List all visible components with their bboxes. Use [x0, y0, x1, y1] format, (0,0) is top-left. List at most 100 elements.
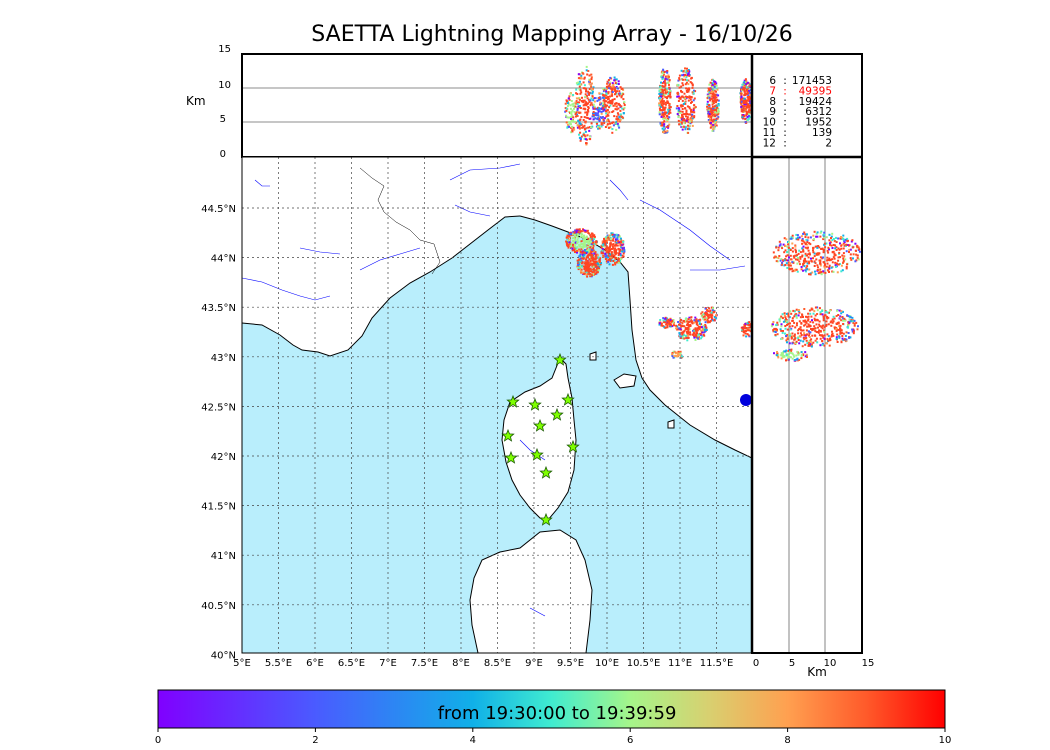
station-count-stations: 8: [769, 96, 776, 108]
colorbar-ticks: 0 2 4 6 8 10: [155, 728, 952, 746]
top-panel-sources: [564, 65, 752, 146]
time-colorbar: from 19:30:00 to 19:39:59 0 2 4 6 8 10: [155, 689, 952, 746]
colorbar-tick-label: 10: [939, 735, 952, 746]
station-count-value: 2: [825, 137, 832, 149]
station-count-stations: 7: [769, 85, 776, 97]
altitude-longitude-panel: [241, 53, 863, 158]
station-count-stations: 9: [769, 106, 776, 118]
latitude-tick-label: 44°N: [211, 254, 236, 265]
latitude-tick-label: 43°N: [211, 353, 236, 364]
longitude-tick-labels: 5°E 5.5°E 6°E 6.5°E 7°E 7.5°E 8°E 8.5°E 9°E 9.5°E…: [233, 658, 733, 669]
longitude-tick-label: 11°E: [668, 658, 692, 669]
latitude-tick-label: 43.5°N: [201, 303, 236, 314]
star-icon: [506, 394, 520, 408]
station-count-separator: :: [783, 75, 787, 87]
latitude-tick-labels: 44.5°N 44°N 43.5°N 43°N 42.5°N 42°N 41.5°N 41°N…: [201, 204, 236, 661]
station-count-value: 139: [812, 127, 832, 139]
small-island: [667, 419, 675, 429]
side-x-tick-10: 10: [824, 658, 837, 669]
sardinia-island: [469, 529, 593, 653]
latitude-tick-label: 40.5°N: [201, 601, 236, 612]
station-count-separator: :: [783, 117, 787, 129]
corsica-island: [501, 357, 577, 521]
station-count-value: 6312: [805, 106, 832, 118]
longitude-tick-label: 5.5°E: [265, 658, 292, 669]
side-x-unit: Km: [807, 665, 827, 679]
latitude-tick-label: 42.5°N: [201, 402, 236, 413]
star-icon: [553, 352, 567, 366]
station-count-separator: :: [783, 85, 787, 97]
station-count-value: 171453: [792, 75, 832, 87]
colorbar-tick-label: 6: [627, 735, 633, 746]
station-count-separator: :: [783, 96, 787, 108]
longitude-tick-label: 7°E: [379, 658, 397, 669]
latitude-tick-label: 42°N: [211, 452, 236, 463]
station-count-separator: :: [783, 106, 787, 118]
latitude-tick-label: 44.5°N: [201, 204, 236, 215]
star-icon: [561, 392, 575, 406]
station-count-separator: :: [783, 127, 787, 139]
france-coastline: [242, 215, 521, 357]
station-count-separator: :: [783, 137, 787, 149]
longitude-tick-label: 7.5°E: [411, 658, 438, 669]
colorbar-tick-label: 0: [155, 735, 161, 746]
latitude-tick-label: 40°N: [211, 650, 236, 661]
lake-bolsena: [740, 394, 752, 406]
station-count-value: 1952: [805, 117, 832, 129]
station-count-stations: 10: [763, 117, 776, 129]
rivers: [242, 163, 746, 617]
longitude-tick-label: 10°E: [595, 658, 619, 669]
colorbar-tick-label: 2: [312, 735, 318, 746]
station-count-stations: 12: [763, 137, 776, 149]
italy-coastline: [519, 215, 752, 459]
country-border: [359, 167, 441, 275]
top-y-tick-10: 10: [218, 80, 231, 91]
side-x-tick-5: 5: [789, 658, 795, 669]
plan-view-map: [242, 157, 752, 653]
colorbar-label: from 19:30:00 to 19:39:59: [438, 703, 677, 724]
star-icon: [504, 450, 518, 464]
star-icon: [533, 418, 547, 432]
station-count-table: 6:1714537:493958:194249:631210:195211:13…: [763, 75, 833, 149]
longitude-tick-label: 6.5°E: [338, 658, 365, 669]
side-x-tick-0: 0: [753, 658, 759, 669]
station-count-stations: 11: [763, 127, 776, 139]
latitude-tick-label: 41°N: [211, 551, 236, 562]
top-y-tick-5: 5: [220, 114, 226, 125]
longitude-tick-label: 10.5°E: [627, 658, 661, 669]
figure-title: SAETTA Lightning Mapping Array - 16/10/2…: [311, 22, 793, 47]
longitude-tick-label: 8.5°E: [484, 658, 511, 669]
longitude-tick-label: 9°E: [525, 658, 543, 669]
top-y-tick-0: 0: [220, 149, 226, 160]
star-icon: [530, 447, 544, 461]
lma-stations: [501, 352, 580, 526]
longitude-tick-label: 6°E: [306, 658, 324, 669]
colorbar-tick-label: 8: [784, 735, 790, 746]
side-x-tick-15: 15: [862, 658, 875, 669]
sea-area: [242, 216, 752, 653]
station-count-value: 19424: [799, 96, 833, 108]
colorbar-tick-label: 4: [470, 735, 476, 746]
station-count-stations: 6: [769, 75, 776, 87]
star-icon: [539, 512, 553, 526]
station-count-value: 49395: [799, 85, 832, 97]
elba-island: [613, 373, 637, 389]
star-icon: [528, 397, 542, 411]
top-y-tick-15: 15: [218, 44, 231, 55]
longitude-tick-label: 9.5°E: [557, 658, 584, 669]
longitude-tick-label: 11.5°E: [700, 658, 734, 669]
map-lightning-sources: [565, 228, 752, 359]
small-island: [589, 351, 597, 361]
longitude-tick-label: 8°E: [452, 658, 470, 669]
latitude-tick-label: 41.5°N: [201, 502, 236, 513]
longitude-tick-label: 5°E: [233, 658, 251, 669]
star-icon: [501, 428, 515, 442]
map-graticule: [242, 157, 752, 653]
latitude-altitude-panel: [750, 54, 863, 654]
side-panel-sources: [770, 230, 861, 362]
star-icon: [539, 465, 553, 479]
star-icon: [550, 407, 564, 421]
star-icon: [566, 439, 580, 453]
